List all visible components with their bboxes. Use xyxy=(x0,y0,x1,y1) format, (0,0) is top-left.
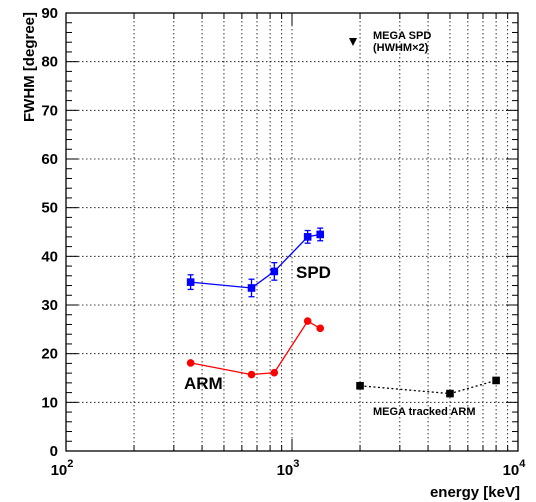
series-spd xyxy=(186,227,325,298)
series-layer xyxy=(186,227,500,398)
data-point xyxy=(492,376,500,385)
x-axis-title: energy [keV] xyxy=(430,484,520,501)
data-point xyxy=(446,389,454,398)
mega-spd-legend-label: MEGA SPD xyxy=(373,30,431,42)
y-tick-label: 90 xyxy=(41,5,58,22)
data-point xyxy=(270,267,279,276)
y-tick-label: 0 xyxy=(50,443,58,460)
x-tick-label: 104 xyxy=(503,458,527,479)
y-tick-label: 60 xyxy=(41,151,58,168)
data-point xyxy=(303,233,312,241)
y-tick-label: 40 xyxy=(41,248,58,265)
x-tick-label: 102 xyxy=(51,458,74,479)
mega-spd-legend-sublabel: (HWHM×2) xyxy=(373,42,429,54)
ticks-layer xyxy=(65,12,518,452)
data-point xyxy=(186,278,195,286)
series-mega-tracked-arm xyxy=(356,376,500,398)
y-tick-label: 50 xyxy=(41,200,58,217)
spd-label: SPD xyxy=(296,263,331,282)
y-axis-title: FWHM [degree] xyxy=(21,12,38,122)
y-tick-label: 70 xyxy=(41,102,58,119)
grid-layer xyxy=(66,13,518,451)
data-point xyxy=(316,230,325,239)
data-point xyxy=(186,359,195,367)
data-point xyxy=(316,324,325,333)
y-tick-label: 80 xyxy=(41,54,58,71)
data-point xyxy=(247,284,256,292)
y-tick-label: 20 xyxy=(41,346,58,363)
x-tick-label: 103 xyxy=(277,458,300,479)
mega-spd-legend-marker xyxy=(349,38,357,46)
data-point xyxy=(356,381,364,390)
y-tick-label: 10 xyxy=(41,394,58,411)
mega-arm-label: MEGA tracked ARM xyxy=(373,406,475,418)
series-line-arm xyxy=(190,320,321,376)
data-point xyxy=(247,370,256,379)
data-point xyxy=(303,317,312,325)
y-tick-label: 30 xyxy=(41,297,58,314)
arm-label: ARM xyxy=(184,374,223,393)
tick-labels-layer: 0 10 20 30 40 50 60 70 80 90 102 103 104 xyxy=(41,5,526,479)
series-arm xyxy=(186,317,325,379)
data-point xyxy=(270,368,279,377)
